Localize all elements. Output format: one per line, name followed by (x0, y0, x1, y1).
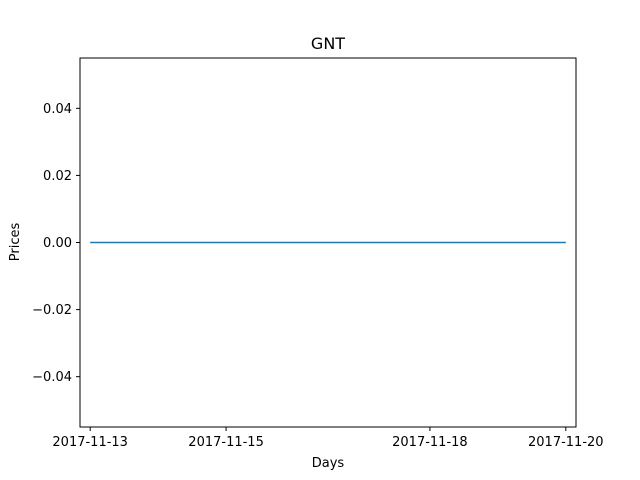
plot-area: 2017-11-13 2017-11-15 2017-11-18 2017-11-20… (32, 57, 604, 450)
x-tick-label-0: 2017-11-13 (52, 435, 128, 450)
x-tick-label-1: 2017-11-15 (188, 435, 264, 450)
y-axis-label: Prices (8, 223, 23, 262)
x-tick-label-3: 2017-11-20 (528, 435, 604, 450)
x-axis-label: Days (312, 456, 345, 471)
chart-title: GNT (311, 34, 345, 53)
y-tick-label-1: 0.02 (43, 169, 72, 184)
y-tick-label-2: 0.00 (43, 236, 72, 251)
y-tick-label-3: −0.02 (32, 303, 72, 318)
y-tick-label-4: −0.04 (32, 370, 72, 385)
x-tick-label-2: 2017-11-18 (392, 435, 468, 450)
y-tick-label-0: 0.04 (43, 102, 72, 117)
